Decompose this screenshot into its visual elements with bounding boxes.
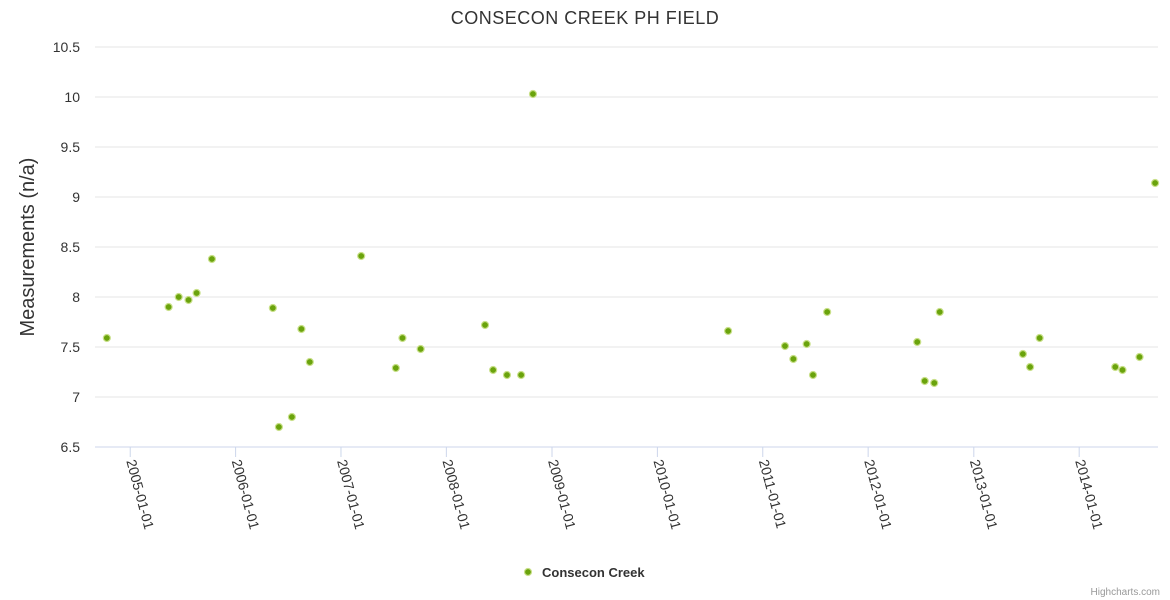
data-point[interactable] (724, 326, 733, 336)
credits-link[interactable]: Highcharts.com (1091, 587, 1160, 598)
data-point[interactable] (1151, 178, 1160, 188)
chart-title: CONSECON CREEK PH FIELD (451, 8, 720, 28)
y-tick-label: 10.5 (53, 39, 80, 55)
data-point[interactable] (391, 363, 400, 373)
y-tick-label: 8 (72, 289, 80, 305)
legend-label[interactable]: Consecon Creek (542, 565, 645, 580)
x-tick-label: 2014-01-01 (1072, 458, 1106, 532)
data-point[interactable] (1111, 362, 1120, 372)
data-point[interactable] (184, 295, 193, 305)
gridlines (95, 46, 1158, 398)
x-tick-label: 2013-01-01 (967, 458, 1001, 532)
data-point[interactable] (174, 292, 183, 302)
y-tick-label: 9 (72, 189, 80, 205)
data-point[interactable] (823, 307, 832, 317)
series-consecon-creek (102, 89, 1160, 432)
y-axis-title: Measurements (n/a) (17, 158, 39, 337)
data-point[interactable] (1135, 352, 1144, 362)
data-point[interactable] (207, 254, 217, 264)
data-point[interactable] (305, 357, 314, 367)
data-point[interactable] (416, 344, 425, 354)
data-point[interactable] (274, 422, 284, 432)
data-point[interactable] (357, 251, 366, 261)
data-point[interactable] (802, 339, 811, 349)
data-point[interactable] (780, 341, 790, 351)
data-point[interactable] (1035, 333, 1044, 343)
data-point[interactable] (808, 370, 818, 380)
data-point[interactable] (398, 333, 407, 343)
data-point[interactable] (1118, 365, 1127, 375)
legend[interactable]: Consecon Creek (523, 565, 646, 580)
data-point[interactable] (920, 376, 929, 386)
data-point[interactable] (164, 302, 173, 312)
y-tick-label: 8.5 (61, 239, 81, 255)
data-point[interactable] (297, 324, 306, 334)
data-point[interactable] (528, 89, 538, 99)
data-point[interactable] (489, 365, 498, 375)
x-tick-label: 2005-01-01 (123, 458, 157, 532)
y-axis-ticks: 6.5 7 7.5 8 8.5 9 9.5 10 10.5 (53, 39, 80, 455)
data-point[interactable] (935, 307, 944, 317)
y-tick-label: 9.5 (61, 139, 81, 155)
data-point[interactable] (480, 320, 490, 330)
data-point[interactable] (913, 337, 922, 347)
data-point[interactable] (502, 370, 512, 380)
x-tick-label: 2011-01-01 (756, 458, 790, 531)
data-point[interactable] (930, 378, 939, 388)
data-point[interactable] (287, 412, 296, 422)
y-tick-label: 10 (64, 89, 80, 105)
x-tick-label: 2010-01-01 (650, 458, 684, 532)
data-point[interactable] (268, 303, 277, 313)
y-tick-label: 6.5 (61, 439, 81, 455)
data-point[interactable] (102, 333, 111, 343)
x-tick-label: 2012-01-01 (861, 458, 895, 532)
x-tick-label: 2009-01-01 (545, 458, 579, 532)
x-tick-label: 2007-01-01 (334, 458, 368, 532)
data-point[interactable] (517, 370, 526, 380)
x-axis-ticks: 2005-01-01 2006-01-01 2007-01-01 2008-01-01… (123, 447, 1106, 531)
y-tick-label: 7.5 (61, 339, 81, 355)
x-tick-label: 2008-01-01 (439, 458, 473, 532)
data-point[interactable] (1026, 362, 1035, 372)
legend-marker (523, 567, 533, 577)
x-tick-label: 2006-01-01 (229, 458, 263, 532)
y-tick-label: 7 (72, 389, 80, 405)
data-point[interactable] (789, 354, 798, 364)
data-point[interactable] (1018, 349, 1027, 359)
data-point[interactable] (192, 288, 201, 298)
